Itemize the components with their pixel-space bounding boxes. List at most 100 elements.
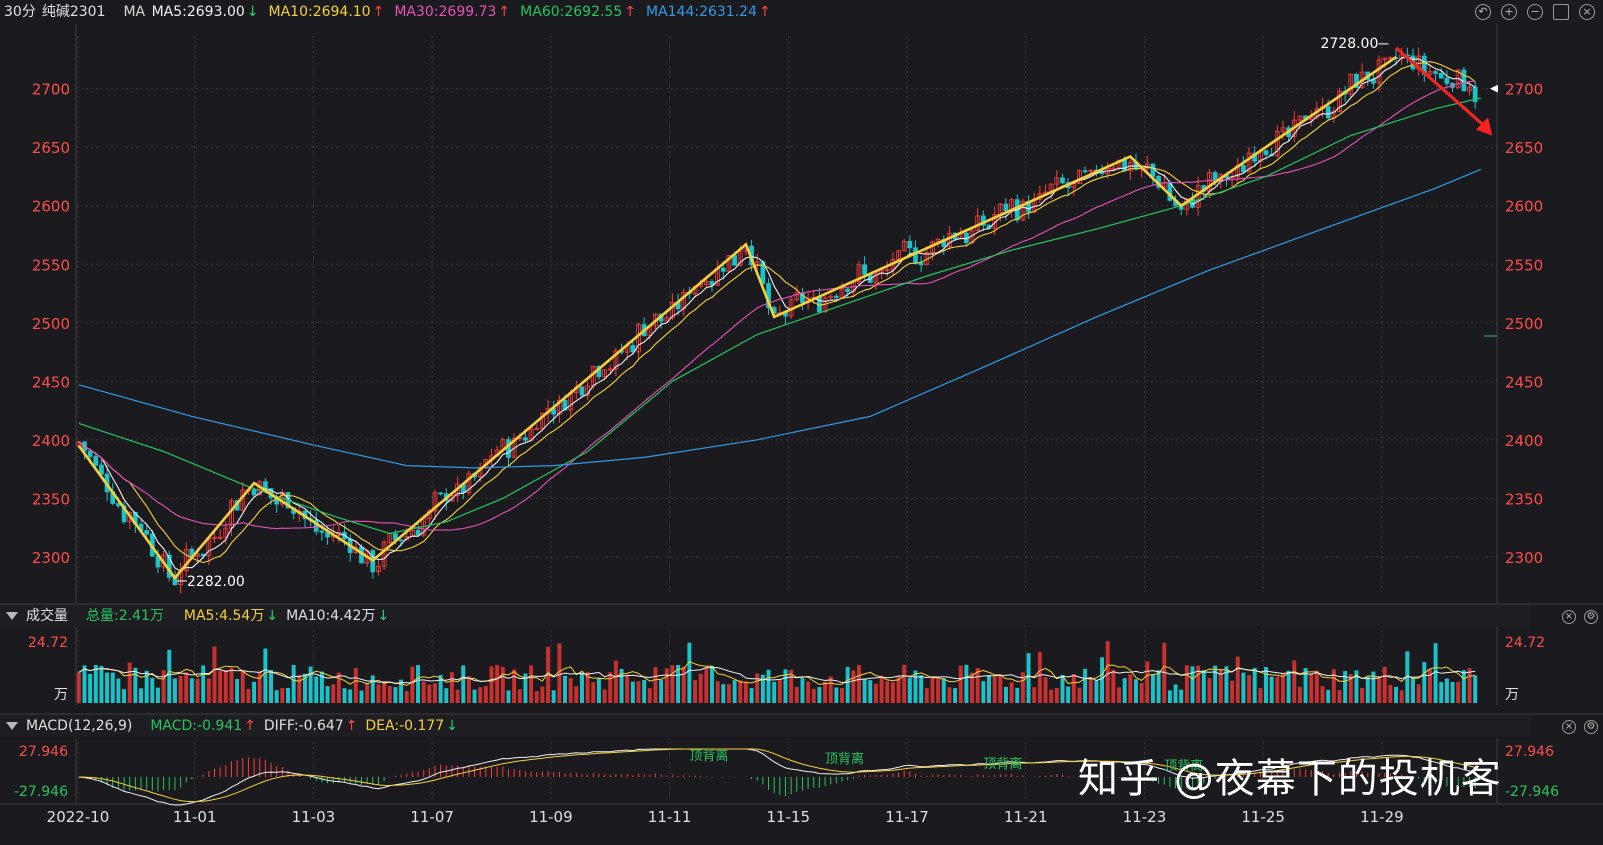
x-tick-label: 11-15 <box>767 808 811 826</box>
collapse-icon[interactable] <box>6 722 18 730</box>
volume-bar <box>625 674 630 703</box>
volume-bar <box>885 681 890 703</box>
volume-bar <box>319 671 324 703</box>
volume-bar <box>602 689 607 703</box>
candle-body <box>1150 163 1156 177</box>
volume-bar <box>1179 689 1184 703</box>
candle-body <box>556 399 562 415</box>
candle-body <box>263 481 268 489</box>
candle-body <box>1241 165 1246 173</box>
close-icon[interactable]: × <box>1579 4 1595 20</box>
last-price-marker <box>1490 84 1498 93</box>
candle-body <box>630 345 636 353</box>
collapse-icon[interactable] <box>6 612 18 620</box>
volume-bar <box>178 675 183 703</box>
volume-bar <box>806 681 811 703</box>
volume-bar <box>1037 651 1042 703</box>
volume-bar <box>896 676 901 703</box>
volume-bar <box>286 688 290 703</box>
gear-icon[interactable]: ⚙ <box>1584 610 1598 624</box>
volume-bar <box>76 672 81 703</box>
volume-bar <box>1331 669 1336 703</box>
volume-bar <box>608 672 613 703</box>
volume-bar <box>1111 669 1116 703</box>
volume-bar <box>653 667 658 703</box>
candle-body <box>1088 169 1094 172</box>
volume-bar <box>794 686 799 703</box>
volume-bar <box>873 683 878 703</box>
window-icon[interactable] <box>1553 4 1569 20</box>
volume-bar <box>529 665 534 703</box>
volume-bar <box>732 680 737 703</box>
candle-body <box>720 267 726 272</box>
volume-bar <box>868 680 873 703</box>
candle-body <box>862 264 868 275</box>
ma-value-4: MA144:2631.24 <box>645 4 757 20</box>
red-arrow-head <box>1476 117 1493 136</box>
volume-bar <box>987 675 991 703</box>
x-tick-label: 11-25 <box>1241 808 1285 826</box>
candle-body <box>1427 71 1433 75</box>
ma5-line <box>78 56 1476 572</box>
volume-bar <box>365 682 370 703</box>
zoom-out-icon[interactable]: − <box>1527 4 1543 20</box>
volume-bar <box>399 679 404 703</box>
volume-bar <box>676 664 681 703</box>
volume-title: 成交量 <box>26 608 68 624</box>
divergence-annotation: 顶背离 <box>689 748 728 764</box>
volume-bar <box>1247 675 1252 703</box>
volume-bar <box>1094 680 1099 703</box>
candle-body <box>1082 170 1088 173</box>
volume-bar <box>1297 686 1302 703</box>
volume-ma10-line <box>78 666 1476 685</box>
gear-icon[interactable]: ⚙ <box>1584 720 1598 734</box>
x-tick-label: 11-11 <box>648 808 692 826</box>
volume-bar <box>455 689 460 703</box>
volume-bar <box>975 668 980 703</box>
volume-bar <box>1427 669 1432 703</box>
volume-bar <box>1049 689 1054 703</box>
macd-pane-title: MACD(12,26,9) MACD:-0.941 ↑ DIFF:-0.647 ↑ DEA… <box>0 715 1530 737</box>
volume-bar <box>1280 673 1285 703</box>
undo-icon[interactable]: ↶ <box>1475 4 1491 20</box>
y-tick-label-left: 2500 <box>32 315 70 333</box>
period-label[interactable]: 30分 <box>4 4 36 20</box>
macd-axis-top-right: 27.946 <box>1505 744 1554 760</box>
close-icon[interactable]: × <box>1562 720 1576 734</box>
close-icon[interactable]: × <box>1562 610 1576 624</box>
volume-bar <box>314 676 319 703</box>
zoom-in-icon[interactable]: + <box>1501 4 1517 20</box>
volume-bar <box>1162 642 1167 703</box>
volume-bar <box>421 681 426 703</box>
y-tick-label-right: 2550 <box>1505 256 1543 274</box>
candle-body <box>121 505 127 523</box>
volume-bar <box>235 679 240 703</box>
candle-body <box>99 464 104 475</box>
volume-bar <box>410 666 415 703</box>
volume-bar <box>483 686 488 703</box>
volume-bar <box>823 681 828 703</box>
volume-bar <box>1184 665 1189 703</box>
volume-bar <box>551 690 556 703</box>
symbol-label[interactable]: 纯碱2301 <box>41 4 106 20</box>
x-tick-label: 11-01 <box>173 808 217 826</box>
volume-bar <box>630 681 635 703</box>
candle-body <box>1246 152 1252 173</box>
volume-bar <box>302 673 307 703</box>
candle-body <box>415 530 421 536</box>
volume-bar <box>433 683 437 703</box>
volume-bar <box>811 688 816 703</box>
candle-body <box>466 473 472 494</box>
volume-bar <box>760 674 765 703</box>
volume-bar <box>1405 651 1410 703</box>
volume-bar <box>1201 670 1206 703</box>
candle-body <box>1467 86 1472 92</box>
volume-bar <box>749 688 754 703</box>
volume-bar <box>664 668 669 703</box>
candle-body <box>319 530 325 533</box>
volume-bar <box>82 665 87 703</box>
volume-bar <box>223 669 228 703</box>
candle-body <box>1348 73 1354 95</box>
volume-bar <box>698 673 703 703</box>
